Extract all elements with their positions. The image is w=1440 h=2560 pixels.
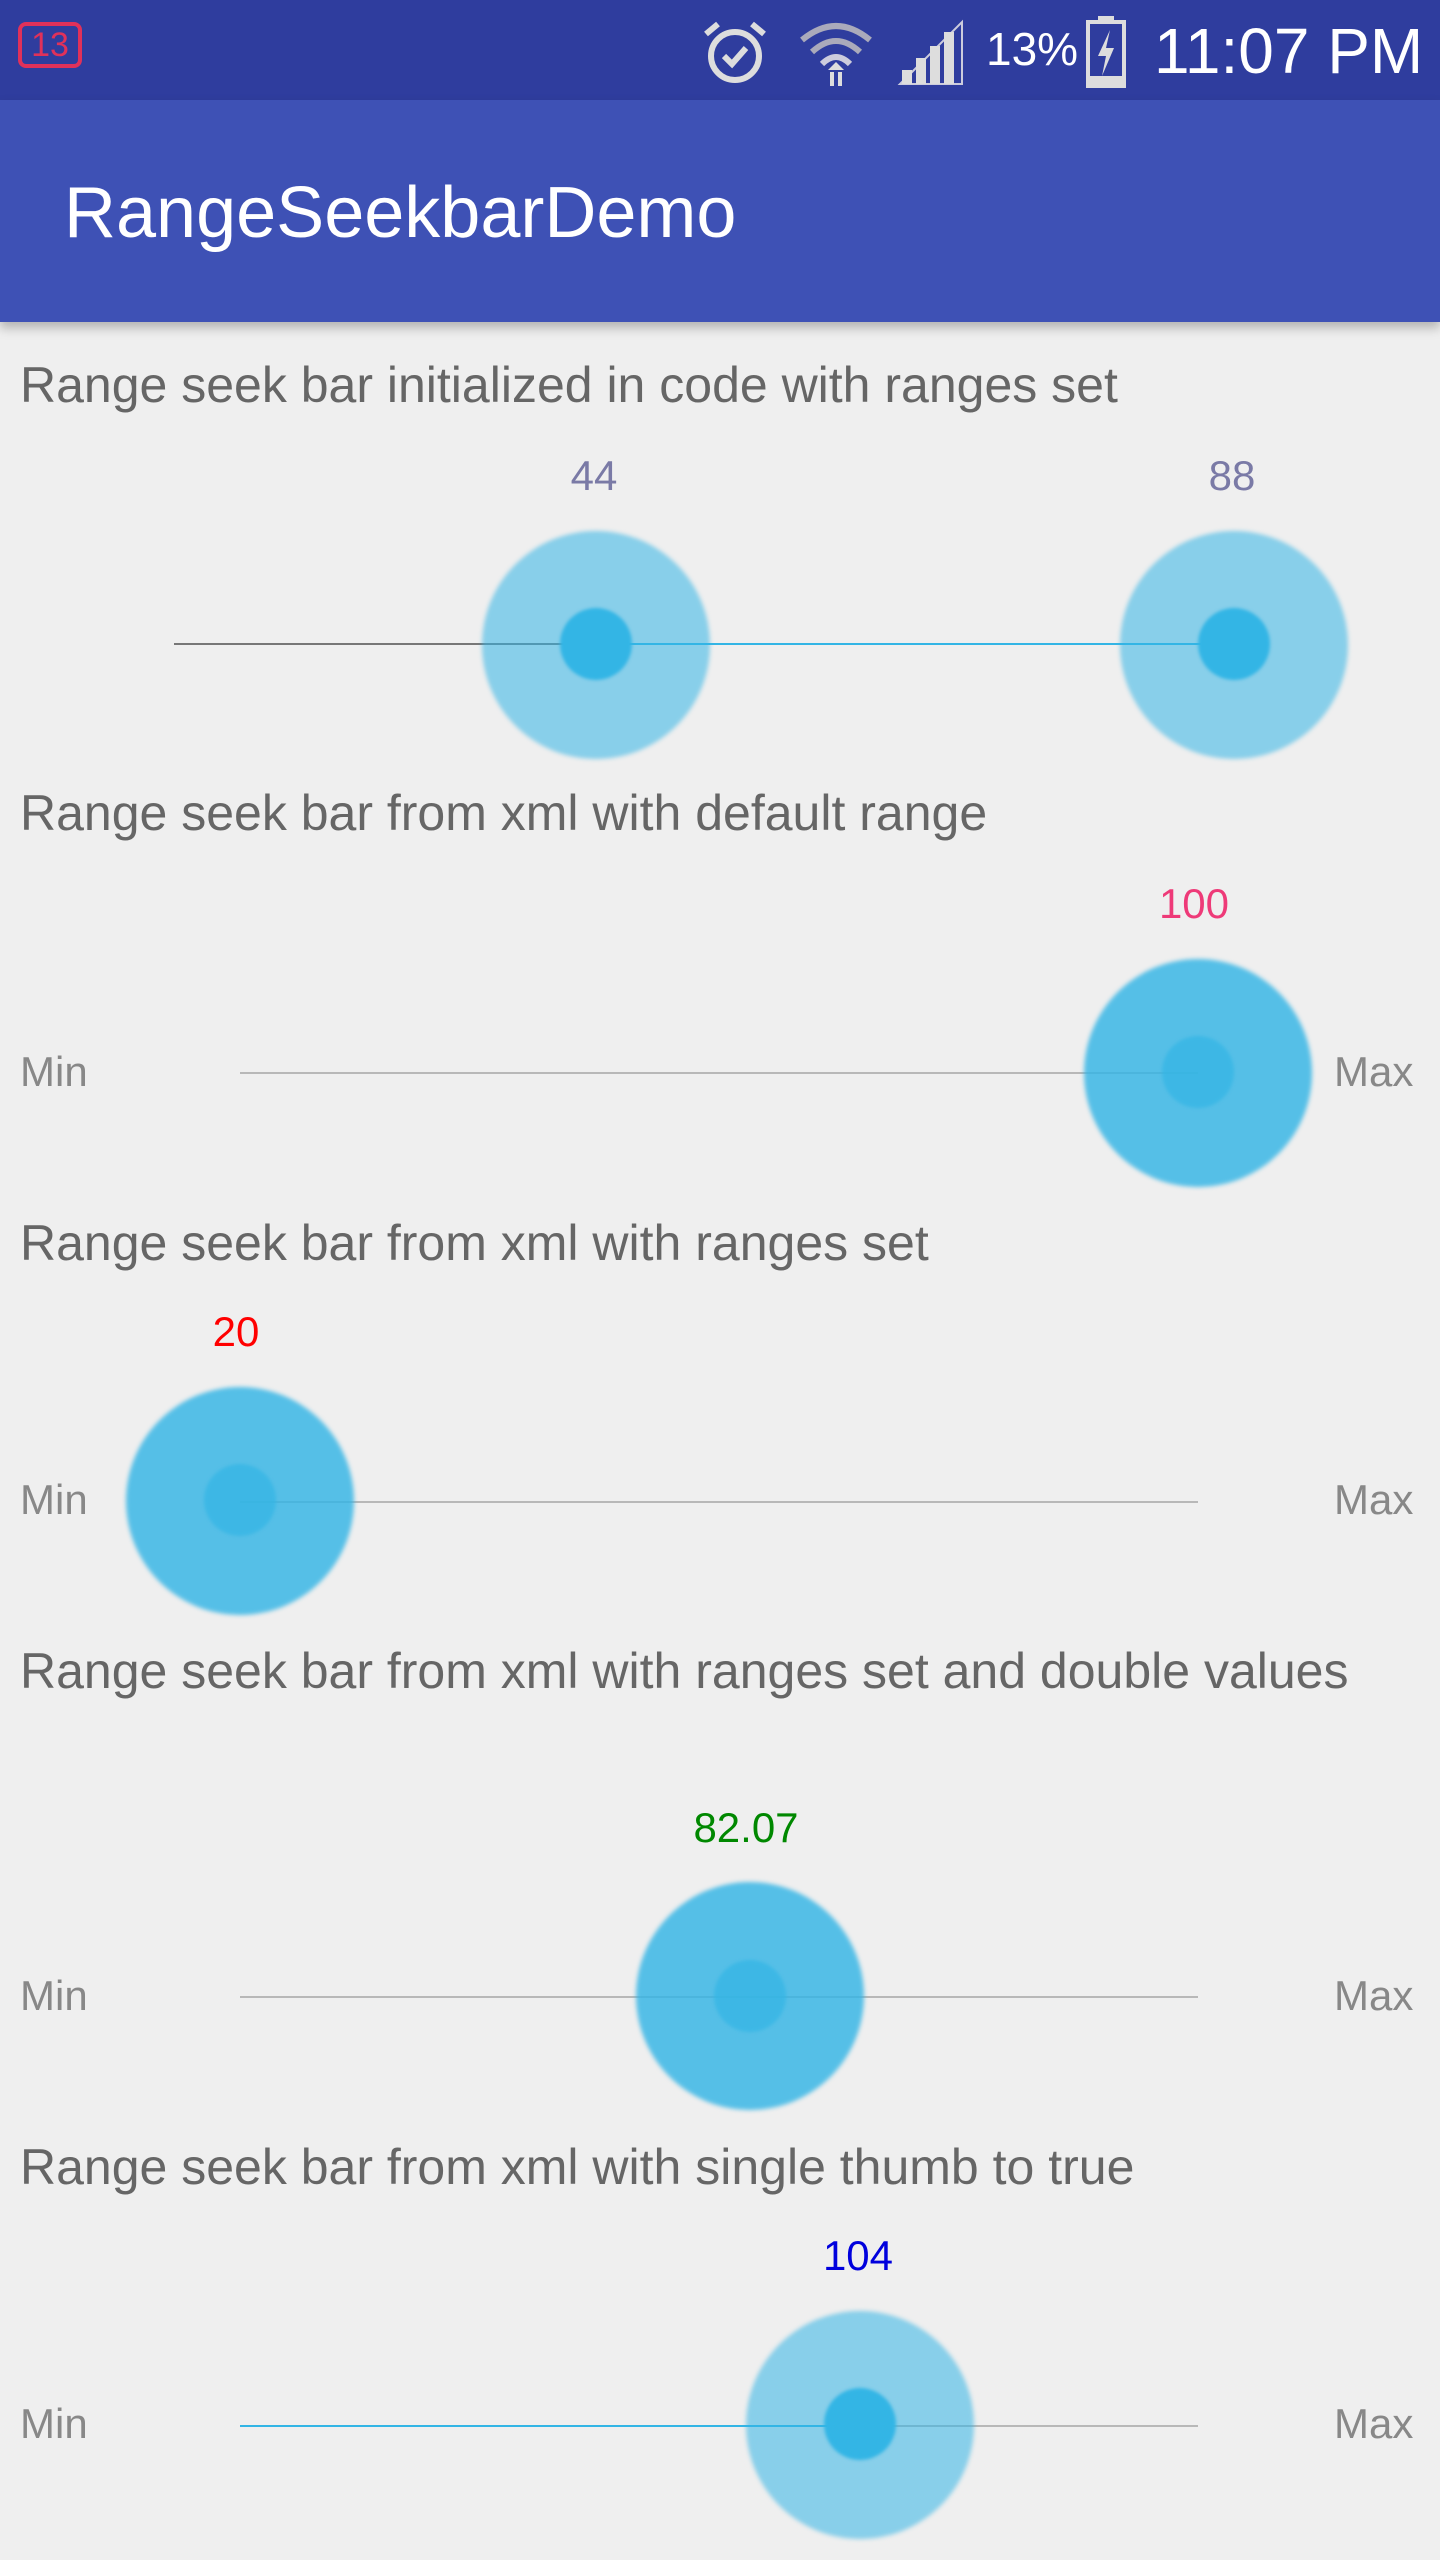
min-label: Min: [20, 2400, 88, 2447]
max-label: Max: [1334, 2400, 1414, 2447]
max-label: Max: [1334, 1048, 1414, 1095]
thumb-value: 82.07: [693, 1804, 799, 1851]
app-title: RangeSeekbarDemo: [64, 173, 737, 253]
clock: 11:07 PM: [1154, 15, 1424, 87]
wifi-icon: [800, 23, 872, 86]
min-thumb-value: 44: [570, 452, 618, 499]
seekbar-active-range: [596, 643, 1234, 645]
thumb-value: 20: [212, 1308, 260, 1355]
alarm-icon: [704, 21, 766, 83]
seekbar-track[interactable]: [860, 2425, 1198, 2427]
thumb-value: 100: [1158, 880, 1230, 927]
thumb-value: 104: [822, 2232, 894, 2279]
section-label: Range seek bar from xml with default ran…: [20, 785, 988, 841]
notification-badge-icon: 13: [18, 22, 82, 68]
thumb-center-icon: [1162, 1036, 1234, 1108]
section-label: Range seek bar initialized in code with …: [20, 357, 1118, 413]
battery-charging-icon: [1086, 16, 1126, 88]
thumb-center-icon: [714, 1960, 786, 2032]
max-thumb-value: 88: [1208, 452, 1256, 499]
max-label: Max: [1334, 1476, 1414, 1523]
seekbar-track[interactable]: [240, 1501, 1198, 1503]
min-label: Min: [20, 1476, 88, 1523]
seekbar-track[interactable]: [240, 1072, 1198, 1074]
min-label: Min: [20, 1972, 88, 2019]
section-label: Range seek bar from xml with ranges set …: [20, 1643, 1349, 1699]
thumb-center-icon: [824, 2388, 896, 2460]
app-bar: RangeSeekbarDemo: [0, 100, 1440, 322]
section-label: Range seek bar from xml with single thum…: [20, 2139, 1135, 2195]
thumb-center-icon: [560, 608, 632, 680]
seekbar-active-range: [240, 2425, 860, 2427]
thumb-center-icon: [1198, 608, 1270, 680]
min-label: Min: [20, 1048, 88, 1095]
status-bar: 13 13% 11:07 PM: [0, 0, 1440, 100]
seekbar-track[interactable]: [174, 643, 596, 645]
section-label: Range seek bar from xml with ranges set: [20, 1215, 929, 1271]
battery-percent: 13%: [986, 23, 1079, 75]
thumb-center-icon: [204, 1464, 276, 1536]
max-label: Max: [1334, 1972, 1414, 2019]
signal-icon: [897, 19, 963, 85]
notification-count: 13: [31, 26, 69, 64]
